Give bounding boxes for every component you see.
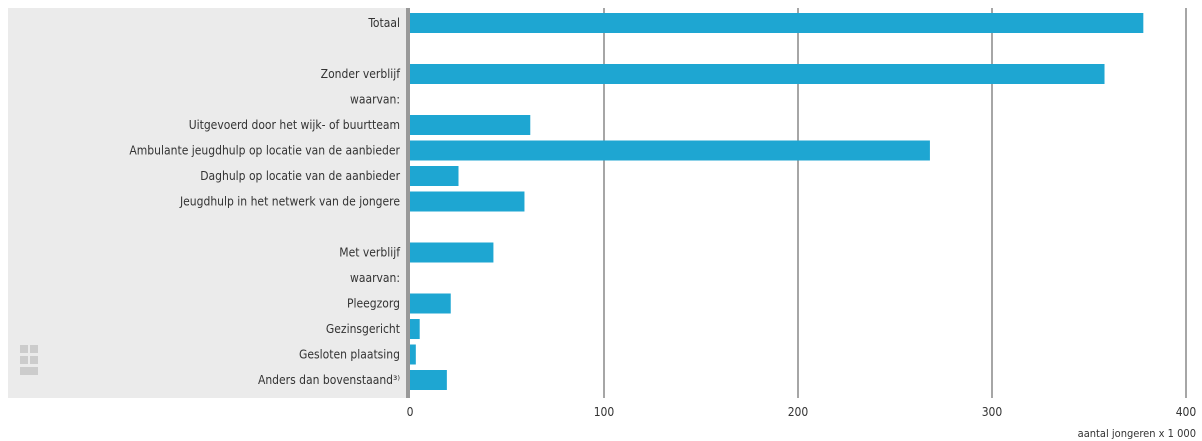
category-label: Jeugdhulp in het netwerk van de jongere bbox=[179, 195, 400, 209]
x-tick-label: 300 bbox=[982, 405, 1003, 419]
bar bbox=[410, 294, 451, 314]
bar bbox=[410, 319, 420, 339]
x-tick-label: 400 bbox=[1176, 405, 1197, 419]
category-label: Pleegzorg bbox=[347, 297, 400, 311]
category-label: Totaal bbox=[367, 16, 400, 30]
category-label: Ambulante jeugdhulp op locatie van de aa… bbox=[129, 144, 400, 158]
bar bbox=[410, 64, 1105, 84]
category-label: Met verblijf bbox=[339, 246, 401, 260]
bar bbox=[410, 115, 530, 135]
category-label: Anders dan bovenstaand³⁾ bbox=[258, 373, 400, 387]
x-tick-label: 0 bbox=[407, 405, 414, 419]
bar bbox=[410, 166, 459, 186]
x-tick-label: 200 bbox=[788, 405, 809, 419]
bar bbox=[410, 192, 524, 212]
category-label: waarvan: bbox=[350, 93, 400, 107]
bar bbox=[410, 243, 493, 263]
bar bbox=[410, 370, 447, 390]
category-label: Gezinsgericht bbox=[326, 322, 400, 336]
y-axis-line bbox=[406, 8, 410, 398]
category-label: Uitgevoerd door het wijk- of buurtteam bbox=[189, 118, 400, 132]
bar bbox=[410, 345, 416, 365]
category-label: Daghulp op locatie van de aanbieder bbox=[200, 169, 400, 183]
category-label: waarvan: bbox=[350, 271, 400, 285]
x-tick-label: 100 bbox=[594, 405, 615, 419]
category-label: Gesloten plaatsing bbox=[299, 348, 400, 362]
x-tick-labels: 0 100 200 300 400 bbox=[407, 405, 1197, 419]
bars bbox=[410, 13, 1143, 390]
bar bbox=[410, 13, 1143, 33]
bar bbox=[410, 141, 930, 161]
x-axis-title: aantal jongeren x 1 000 bbox=[1078, 427, 1196, 440]
category-label: Zonder verblijf bbox=[321, 67, 402, 81]
